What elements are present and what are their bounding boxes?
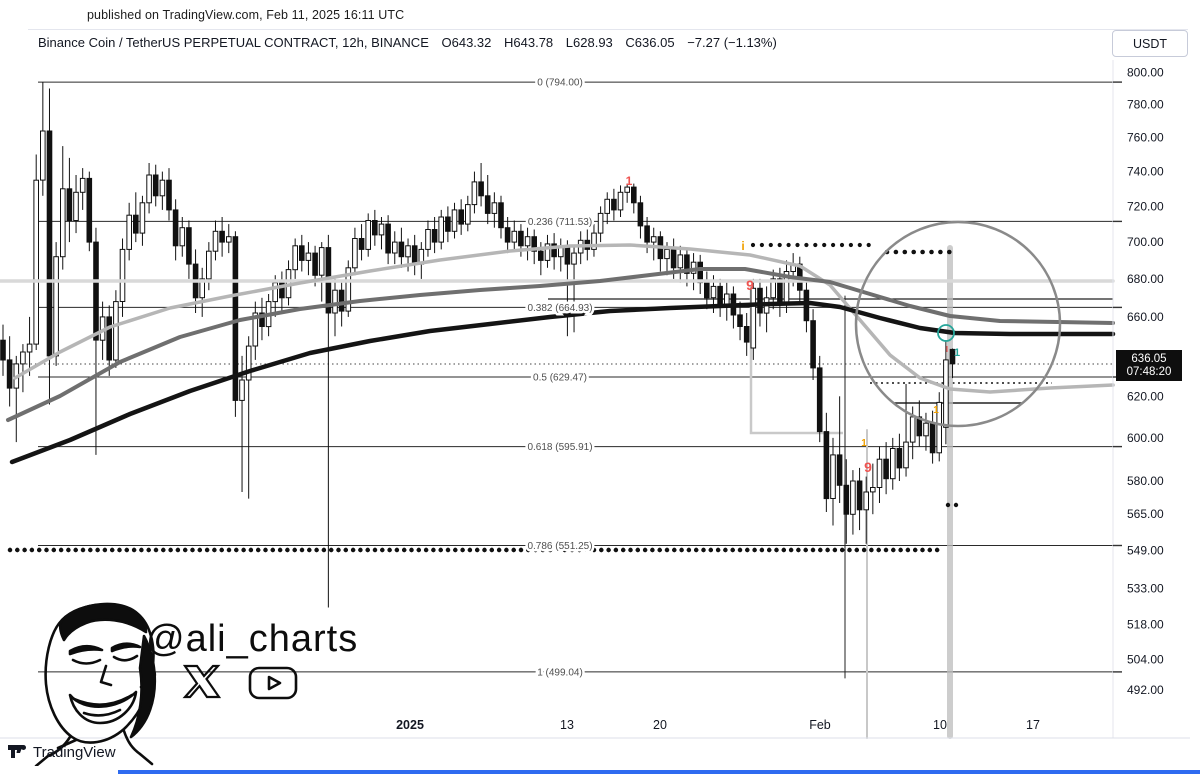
svg-text:I: I [946,345,948,354]
time-axis[interactable]: 2025 13 20 Feb 10 17 [0,718,1190,739]
ma-slow-dark [6,267,1115,422]
svg-text:1: 1 [861,438,867,449]
svg-text:620.00: 620.00 [1127,389,1164,403]
svg-text:0 (794.00): 0 (794.00) [537,78,583,89]
tradingview-logo[interactable]: TradingView [8,744,116,761]
bar-countdown: 07:48:20 [1126,365,1172,378]
ohlc-high: H643.78 [504,35,554,50]
ma-slowest-black [9,300,1116,465]
price-axis[interactable]: 800.00 780.00 760.00 740.00 720.00 700.00 680.… [1112,60,1164,738]
published-line: published on TradingView.com, Feb 11, 20… [87,8,405,22]
ohlc-close: C636.05 [625,35,675,50]
svg-text:13: 13 [560,718,574,732]
svg-text:740.00: 740.00 [1127,165,1164,179]
ohlc-change: −7.27 (−1.13%) [687,35,777,50]
svg-text:Feb: Feb [809,718,831,732]
ma-fast-light [13,243,1115,394]
svg-text:680.00: 680.00 [1127,272,1164,286]
tradingview-wordmark: TradingView [33,744,116,761]
svg-text:0.618 (595.91): 0.618 (595.91) [527,442,592,453]
svg-text:800.00: 800.00 [1127,66,1164,80]
svg-text:1: 1 [626,174,633,188]
svg-text:0.5 (629.47): 0.5 (629.47) [533,373,587,384]
svg-text:2025: 2025 [396,718,424,732]
svg-text:549.00: 549.00 [1127,544,1164,558]
svg-text:i: i [741,239,744,253]
svg-text:760.00: 760.00 [1127,131,1164,145]
svg-text:533.00: 533.00 [1127,581,1164,595]
artist-handle: @ali_charts [146,618,359,660]
moving-averages [0,243,1116,465]
x-logo-icon [182,664,222,699]
fib-labels: 0 (794.00) 0.236 (711.53) 0.382 (664.93) 0.… [525,75,595,681]
svg-text:17: 17 [1026,718,1040,732]
svg-text:492.00: 492.00 [1127,683,1164,697]
svg-text:518.00: 518.00 [1127,618,1164,632]
svg-text:0.786 (551.25): 0.786 (551.25) [527,541,592,552]
last-price-badge: 636.05 07:48:20 [1116,350,1182,381]
bottom-accent-bar [118,770,1200,774]
tradingview-mark-icon [8,744,26,758]
ohlc-open: O643.32 [441,35,492,50]
youtube-logo-icon [248,666,298,700]
svg-text:10: 10 [933,718,947,732]
svg-text:700.00: 700.00 [1127,235,1164,249]
symbol-legend[interactable]: Binance Coin / TetherUS PERPETUAL CONTRA… [38,35,777,50]
last-price-value: 636.05 [1131,352,1167,365]
svg-text:9: 9 [746,277,754,293]
artist-sketch [34,602,298,766]
svg-text:9: 9 [864,459,872,475]
panel-top-border [28,29,1188,30]
svg-text:1 (499.04): 1 (499.04) [537,667,583,678]
svg-text:660.00: 660.00 [1127,310,1164,324]
svg-text:20: 20 [653,718,667,732]
candlestick-series[interactable] [0,82,956,608]
currency-toggle-button[interactable]: USDT [1112,30,1188,57]
svg-text:565.00: 565.00 [1127,507,1164,521]
svg-text:0.382 (664.93): 0.382 (664.93) [527,303,592,314]
dotted-annotation-rows [7,242,959,553]
svg-text:1: 1 [954,347,960,359]
svg-text:780.00: 780.00 [1127,98,1164,112]
zoom-circle-annotation [854,220,1062,428]
svg-text:1: 1 [933,405,939,416]
svg-text:0.236 (711.53): 0.236 (711.53) [528,217,592,228]
ohlc-low: L628.93 [565,35,613,50]
svg-text:504.00: 504.00 [1127,652,1164,666]
svg-text:600.00: 600.00 [1127,431,1164,445]
symbol-title: Binance Coin / TetherUS PERPETUAL CONTRA… [38,35,429,50]
svg-text:720.00: 720.00 [1127,199,1164,213]
svg-text:580.00: 580.00 [1127,474,1164,488]
